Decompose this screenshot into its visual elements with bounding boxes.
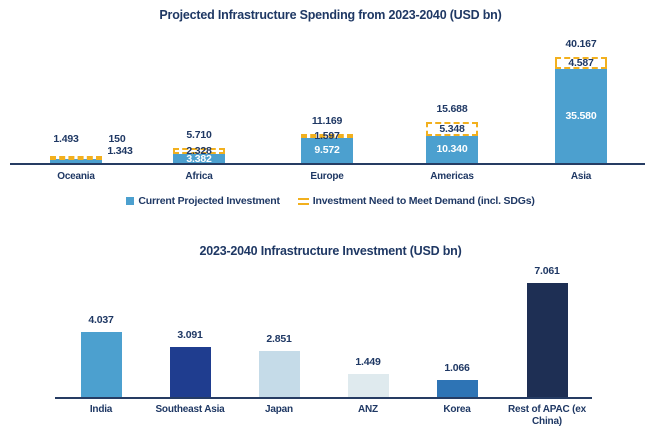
- bar-total-label: 40.167: [565, 37, 597, 50]
- bar-segment-need: [426, 121, 478, 136]
- blue-square-swatch-icon: [126, 197, 135, 205]
- x-axis-line: [55, 397, 592, 399]
- chart-title: 2023-2040 Infrastructure Investment (USD…: [199, 244, 462, 258]
- bar-need-label: 150: [108, 133, 126, 145]
- bar-segment-current: [555, 69, 607, 163]
- chart-title: Projected Infrastructure Spending from 2…: [159, 8, 502, 22]
- bar-total-label: 1.493: [53, 133, 79, 145]
- category-label: Rest of APAC (ex China): [508, 404, 586, 427]
- bar: [258, 351, 300, 397]
- bar-need-label: 4.587: [568, 57, 594, 69]
- legend-item-investment-need: Investment Need to Meet Demand (incl. SD…: [297, 195, 535, 207]
- category-label: Asia: [570, 171, 592, 182]
- chart-projected-spending: Projected Infrastructure Spending from 2…: [0, 8, 661, 209]
- category-label: Southeast Asia: [155, 404, 225, 415]
- bar-segment-current: [426, 135, 478, 163]
- legend-label-current-investment: Current Projected Investment: [138, 195, 280, 207]
- legend: Current Projected Investment Investment …: [0, 193, 661, 209]
- bar-current-label: 3.382: [186, 152, 212, 165]
- bar-value-label: 1.066: [444, 361, 470, 374]
- bar: [526, 283, 568, 397]
- bar-value-label: 4.037: [88, 314, 114, 326]
- category-label: Korea: [443, 404, 471, 415]
- bar: [80, 332, 122, 397]
- bar-need-label: 5.348: [439, 122, 465, 135]
- bar: [169, 347, 211, 397]
- bar-need-label: 2.328: [186, 144, 212, 157]
- category-label: Africa: [185, 171, 213, 182]
- chart-apac-investment: 2023-2040 Infrastructure Investment (USD…: [0, 228, 661, 443]
- bar-segment-need: [301, 133, 353, 138]
- bar-current-label: 9.572: [314, 144, 340, 157]
- plot-area-projected-spending: 1.493 150 1.343 Oceania 5.710 2.328 3.382 Afric…: [10, 37, 645, 182]
- bar-total-label: 15.688: [436, 102, 468, 115]
- bar-segment-need: [50, 156, 102, 161]
- category-label: India: [89, 404, 113, 415]
- bar: [347, 373, 389, 397]
- bar-need-label: 1.597: [314, 129, 340, 142]
- bar-value-label: 2.851: [266, 333, 292, 346]
- gold-dashes-swatch-icon: [297, 197, 309, 205]
- category-label: ANZ: [358, 404, 378, 415]
- bar-total-label: 11.169: [311, 114, 343, 127]
- bar-segment-need: [173, 147, 225, 155]
- bar-segment-need: [555, 56, 607, 70]
- bar-value-label: 7.061: [534, 265, 560, 278]
- bar-total-label: 5.710: [186, 128, 212, 141]
- bar-current-label: 1.343: [107, 145, 133, 157]
- bar-segment-current: [50, 159, 102, 163]
- bar-current-label: 10.340: [436, 143, 468, 156]
- bar-segment-current: [173, 154, 225, 163]
- category-label: Americas: [430, 171, 474, 182]
- plot-area-apac-investment: 4.037 India 3.091 Southeast Asia 2.851 Japan 1…: [0, 228, 661, 443]
- category-label: Japan: [265, 404, 293, 415]
- bar-segment-current: [301, 137, 353, 163]
- x-axis-line: [10, 163, 645, 165]
- bar-value-label: 3.091: [177, 329, 203, 342]
- category-label: Europe: [310, 171, 344, 182]
- bar-current-label: 35.580: [565, 110, 597, 123]
- bar: [436, 379, 478, 397]
- category-label: Oceania: [57, 171, 95, 182]
- legend-item-current-investment: Current Projected Investment: [126, 195, 280, 207]
- legend-label-investment-need: Investment Need to Meet Demand (incl. SD…: [312, 195, 535, 207]
- bar-value-label: 1.449: [355, 355, 381, 368]
